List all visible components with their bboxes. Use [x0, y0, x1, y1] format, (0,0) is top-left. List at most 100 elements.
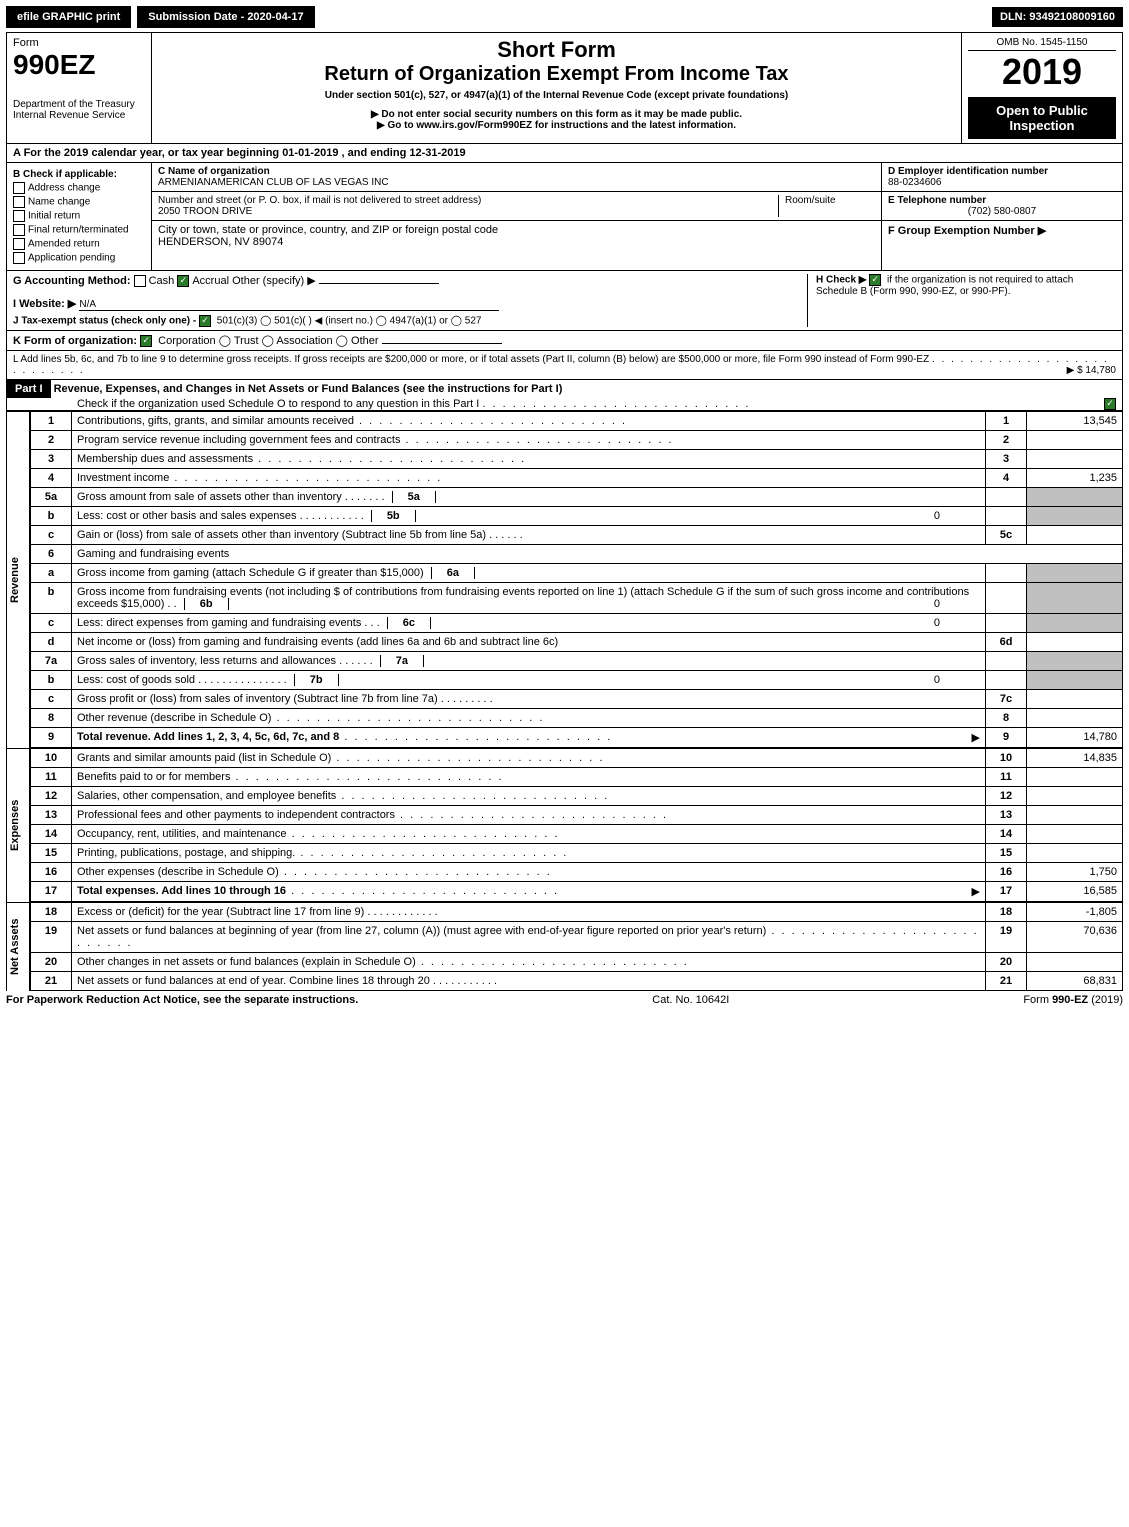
line-4-val: 1,235: [1027, 469, 1123, 488]
chk-501c3[interactable]: ✓: [199, 315, 211, 327]
line-20-text: Other changes in net assets or fund bala…: [72, 953, 986, 972]
form-word: Form: [13, 37, 145, 49]
website-value: N/A: [79, 299, 499, 311]
line-4-text: Investment income: [72, 469, 986, 488]
chk-name-change[interactable]: Name change: [13, 196, 145, 208]
cash-label: Cash: [149, 275, 175, 287]
k-label: K Form of organization:: [13, 335, 137, 347]
l-value: ▶ $ 14,780: [1067, 365, 1116, 376]
line-1-val: 13,545: [1027, 412, 1123, 431]
city-label: City or town, state or province, country…: [158, 224, 498, 236]
dln-label: DLN: 93492108009160: [992, 7, 1123, 27]
line-11-text: Benefits paid to or for members: [72, 768, 986, 787]
line-15-text: Printing, publications, postage, and shi…: [72, 844, 986, 863]
line-19-text: Net assets or fund balances at beginning…: [72, 922, 986, 953]
top-bar: efile GRAPHIC print Submission Date - 20…: [6, 6, 1123, 28]
goto-link[interactable]: ▶ Go to www.irs.gov/Form990EZ for instru…: [158, 120, 955, 131]
line-7c-text: Gross profit or (loss) from sales of inv…: [72, 690, 986, 709]
irs-label: Internal Revenue Service: [13, 110, 145, 121]
omb-number: OMB No. 1545-1150: [968, 37, 1116, 51]
line-12-text: Salaries, other compensation, and employ…: [72, 787, 986, 806]
chk-initial-return[interactable]: Initial return: [13, 210, 145, 222]
revenue-table: 1Contributions, gifts, grants, and simil…: [30, 411, 1123, 748]
line-19-val: 70,636: [1027, 922, 1123, 953]
other-specify-label: Other (specify) ▶: [232, 275, 316, 287]
expenses-table: 10Grants and similar amounts paid (list …: [30, 748, 1123, 902]
line-6a-text: Gross income from gaming (attach Schedul…: [72, 564, 986, 583]
netassets-vlabel: Net Assets: [6, 902, 30, 991]
city-value: HENDERSON, NV 89074: [158, 236, 283, 248]
ein-value: 88-0234606: [888, 177, 941, 188]
chk-schedule-o[interactable]: ✓: [1104, 398, 1116, 410]
phone-label: E Telephone number: [888, 195, 986, 206]
line-5b-text: Less: cost or other basis and sales expe…: [72, 507, 986, 526]
ein-label: D Employer identification number: [888, 166, 1048, 177]
form-number: 990EZ: [13, 49, 145, 81]
chk-schedule-b[interactable]: ✓: [869, 274, 881, 286]
footer-mid: Cat. No. 10642I: [652, 994, 729, 1006]
line-5a-text: Gross amount from sale of assets other t…: [72, 488, 986, 507]
chk-corporation[interactable]: ✓: [140, 335, 152, 347]
title-short-form: Short Form: [158, 37, 955, 63]
line-2-text: Program service revenue including govern…: [72, 431, 986, 450]
line-17-val: 16,585: [1027, 882, 1123, 902]
line-6-text: Gaming and fundraising events: [72, 545, 1123, 564]
section-a-grid: B Check if applicable: Address change Na…: [6, 163, 1123, 271]
line-16-text: Other expenses (describe in Schedule O): [72, 863, 986, 882]
submission-date-button[interactable]: Submission Date - 2020-04-17: [137, 6, 314, 28]
revenue-vlabel: Revenue: [6, 411, 30, 748]
chk-address-change[interactable]: Address change: [13, 182, 145, 194]
line-1-text: Contributions, gifts, grants, and simila…: [72, 412, 986, 431]
part-i-label: Part I: [7, 380, 51, 398]
i-label: I Website: ▶: [13, 298, 76, 310]
dept-label: Department of the Treasury: [13, 99, 145, 110]
j-options: 501(c)(3) ◯ 501(c)( ) ◀ (insert no.) ◯ 4…: [217, 316, 482, 327]
open-to-public: Open to Public Inspection: [968, 97, 1116, 139]
c-label: C Name of organization: [158, 166, 270, 177]
line-7a-text: Gross sales of inventory, less returns a…: [72, 652, 986, 671]
line-6b-text: Gross income from fundraising events (no…: [72, 583, 986, 614]
line-18-val: -1,805: [1027, 903, 1123, 922]
h-label: H Check ▶: [816, 275, 866, 286]
l-text: L Add lines 5b, 6c, and 7b to line 9 to …: [13, 354, 929, 365]
line-3-text: Membership dues and assessments: [72, 450, 986, 469]
line-6c-text: Less: direct expenses from gaming and fu…: [72, 614, 986, 633]
line-17-text: Total expenses. Add lines 10 through 16 …: [72, 882, 986, 902]
line-21-val: 68,831: [1027, 972, 1123, 991]
org-name: ARMENIANAMERICAN CLUB OF LAS VEGAS INC: [158, 177, 389, 188]
chk-amended-return[interactable]: Amended return: [13, 238, 145, 250]
efile-print-button[interactable]: efile GRAPHIC print: [6, 6, 131, 28]
line-5c-text: Gain or (loss) from sale of assets other…: [72, 526, 986, 545]
g-label: G Accounting Method:: [13, 275, 131, 287]
chk-accrual[interactable]: ✓: [177, 275, 189, 287]
tax-year: 2019: [968, 51, 1116, 93]
expenses-vlabel: Expenses: [6, 748, 30, 902]
part-i-check-line: Check if the organization used Schedule …: [7, 398, 479, 410]
chk-final-return[interactable]: Final return/terminated: [13, 224, 145, 236]
chk-cash[interactable]: [134, 275, 146, 287]
line-14-text: Occupancy, rent, utilities, and maintena…: [72, 825, 986, 844]
line-6d-text: Net income or (loss) from gaming and fun…: [72, 633, 986, 652]
form-header: Form 990EZ Department of the Treasury In…: [6, 32, 1123, 144]
title-main: Return of Organization Exempt From Incom…: [158, 63, 955, 86]
line-8-text: Other revenue (describe in Schedule O): [72, 709, 986, 728]
subtitle: Under section 501(c), 527, or 4947(a)(1)…: [158, 90, 955, 101]
line-13-text: Professional fees and other payments to …: [72, 806, 986, 825]
accrual-label: Accrual: [192, 275, 229, 287]
line-9-val: 14,780: [1027, 728, 1123, 748]
netassets-table: 18Excess or (deficit) for the year (Subt…: [30, 902, 1123, 991]
footer-right: Form 990-EZ (2019): [1023, 994, 1123, 1006]
street-label: Number and street (or P. O. box, if mail…: [158, 195, 481, 206]
phone-value: (702) 580-0807: [888, 206, 1116, 217]
line-16-val: 1,750: [1027, 863, 1123, 882]
line-21-text: Net assets or fund balances at end of ye…: [72, 972, 986, 991]
ssn-warning: ▶ Do not enter social security numbers o…: [158, 109, 955, 120]
chk-application-pending[interactable]: Application pending: [13, 252, 145, 264]
line-10-val: 14,835: [1027, 749, 1123, 768]
k-options: Corporation ◯ Trust ◯ Association ◯ Othe…: [158, 335, 378, 347]
b-check-label: B Check if applicable:: [13, 169, 145, 180]
line-18-text: Excess or (deficit) for the year (Subtra…: [72, 903, 986, 922]
period-line: A For the 2019 calendar year, or tax yea…: [6, 144, 1123, 163]
footer-left: For Paperwork Reduction Act Notice, see …: [6, 994, 358, 1006]
line-10-text: Grants and similar amounts paid (list in…: [72, 749, 986, 768]
